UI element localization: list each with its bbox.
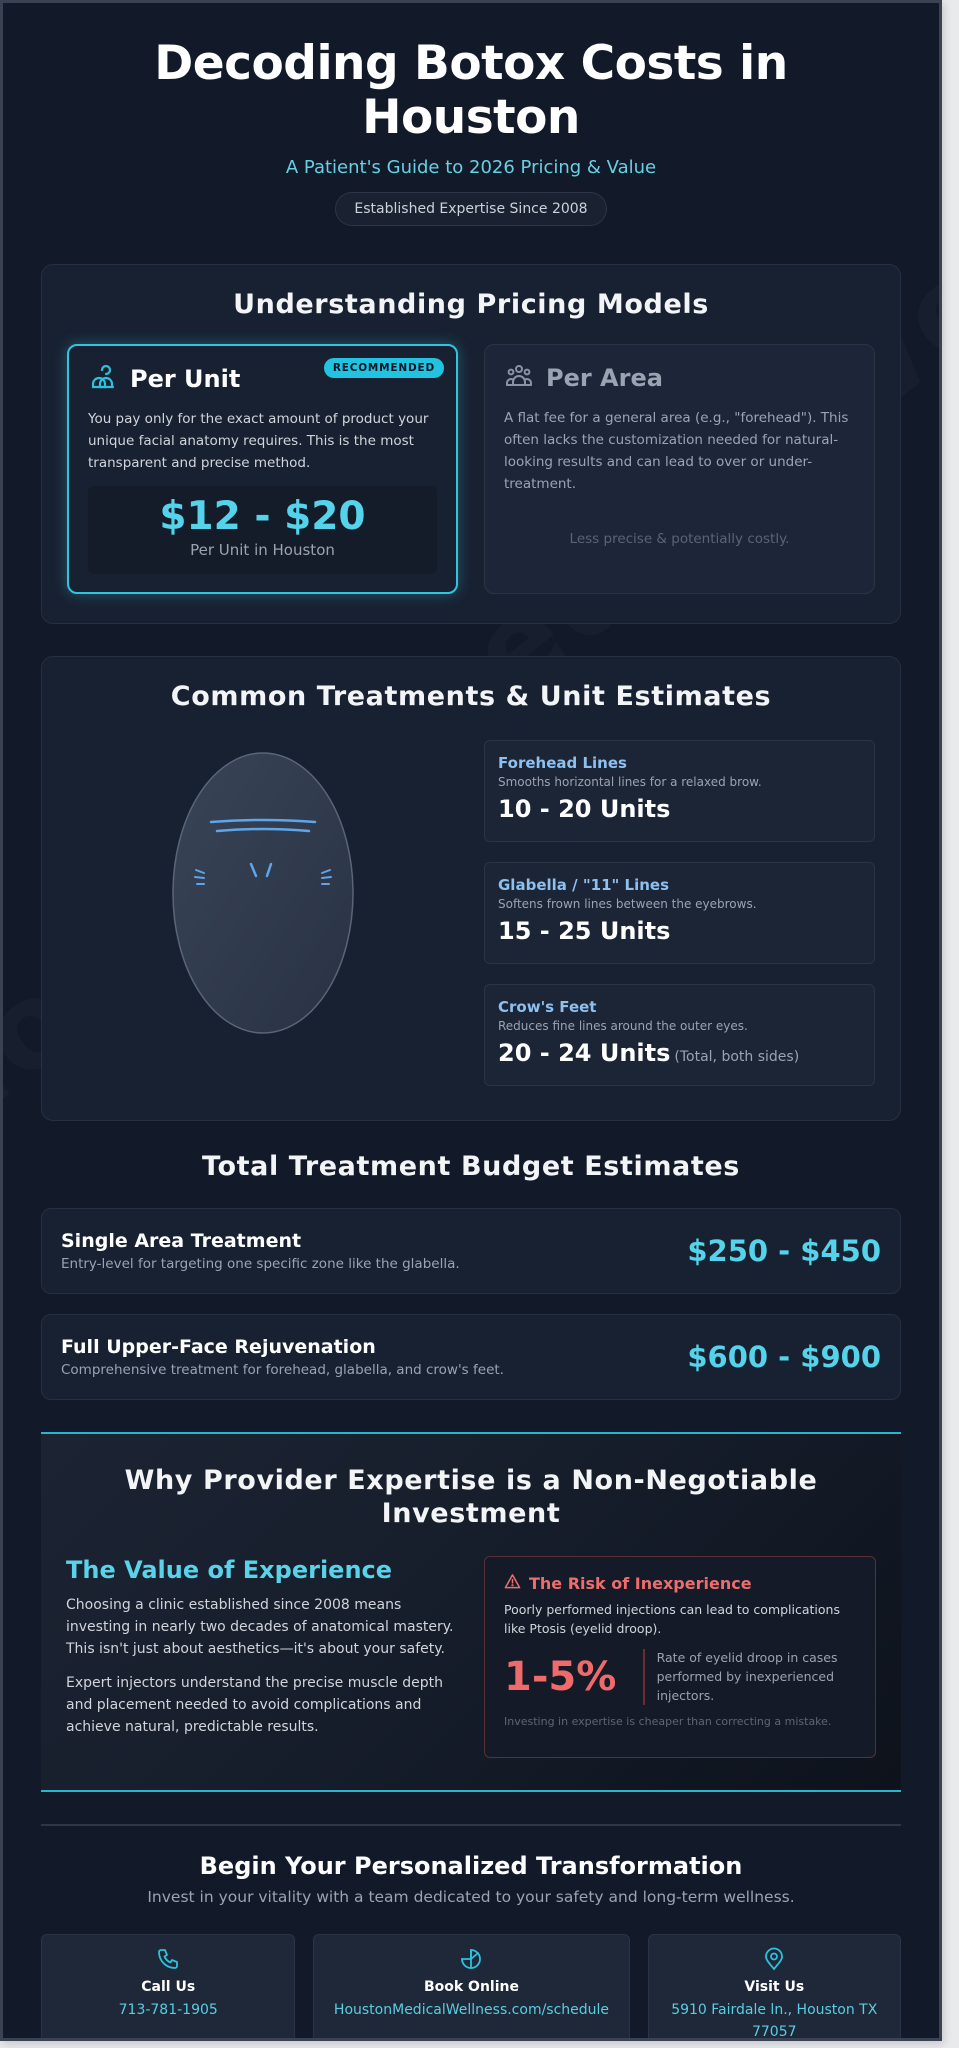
risk-stat-text: Rate of eyelid droop in cases performed … bbox=[656, 1650, 838, 1704]
budget-price: $250 - $450 bbox=[687, 1234, 881, 1269]
treatment-description: Smooths horizontal lines for a relaxed b… bbox=[498, 775, 762, 790]
budget-price: $600 - $900 bbox=[687, 1340, 881, 1375]
divider bbox=[41, 1824, 901, 1827]
model-description: A flat fee for a general area (e.g., "fo… bbox=[504, 410, 849, 493]
address-link[interactable]: 5910 Fairdale ln., Houston TX 77057 bbox=[671, 2002, 878, 2041]
pricing-models-section: Understanding Pricing Models RECOMMENDED bbox=[41, 264, 901, 625]
treatment-name: Crow's Feet bbox=[498, 998, 597, 1017]
treatment-units: 15 - 25 Units bbox=[498, 917, 861, 945]
units-note: (Total, both sides) bbox=[674, 1049, 800, 1066]
treatment-card: Glabella / "11" Lines Softens frown line… bbox=[484, 862, 875, 965]
units-value: 20 - 24 Units bbox=[498, 1039, 671, 1068]
budget-description: Entry-level for targeting one specific z… bbox=[61, 1256, 460, 1273]
cta-title: Begin Your Personalized Transformation bbox=[199, 1852, 743, 1881]
infographic-page: houstonmedicalwellness.com Decoding Boto… bbox=[0, 0, 942, 2041]
cta-label: Visit Us bbox=[744, 1979, 805, 1996]
risk-description: Poorly performed injections can lead to … bbox=[504, 1602, 840, 1637]
group-icon bbox=[504, 361, 534, 395]
user-icon bbox=[88, 362, 118, 396]
risk-card: The Risk of Inexperience Poorly performe… bbox=[484, 1556, 876, 1759]
section-title: Common Treatments & Unit Estimates bbox=[170, 681, 772, 713]
units-value: 15 - 25 Units bbox=[498, 917, 671, 946]
units-value: 10 - 20 Units bbox=[498, 795, 671, 824]
risk-percentage: 1-5% bbox=[504, 1653, 617, 1700]
treatments-section: Common Treatments & Unit Estimates bbox=[41, 656, 901, 1122]
model-description: You pay only for the exact amount of pro… bbox=[88, 411, 429, 472]
treatment-units: 20 - 24 Units (Total, both sides) bbox=[498, 1039, 861, 1067]
expertise-section: Why Provider Expertise is a Non-Negotiab… bbox=[41, 1432, 901, 1793]
budget-title: Total Treatment Budget Estimates bbox=[202, 1151, 740, 1183]
calendar-icon bbox=[459, 1949, 483, 1975]
visit-us-card[interactable]: Visit Us 5910 Fairdale ln., Houston TX 7… bbox=[647, 1934, 901, 2041]
per-area-note: Less precise & potentially costly. bbox=[569, 531, 790, 548]
per-unit-price: $12 - $20 bbox=[159, 494, 366, 540]
phone-icon bbox=[156, 1949, 180, 1975]
model-name: Per Area bbox=[546, 364, 663, 393]
booking-link[interactable]: HoustonMedicalWellness.com/schedule bbox=[333, 2002, 610, 2019]
book-online-card[interactable]: Book Online HoustonMedicalWellness.com/s… bbox=[313, 1934, 630, 2038]
cta-label: Book Online bbox=[423, 1979, 519, 1996]
price-box: $12 - $20 Per Unit in Houston bbox=[88, 486, 437, 575]
phone-number-link[interactable]: 713-781-1905 bbox=[118, 2002, 218, 2019]
page-subtitle: A Patient's Guide to 2026 Pricing & Valu… bbox=[285, 157, 657, 179]
warning-icon bbox=[504, 1573, 521, 1594]
model-name: Per Unit bbox=[130, 365, 241, 394]
treatment-name: Forehead Lines bbox=[498, 754, 627, 773]
treatment-card: Forehead Lines Smooths horizontal lines … bbox=[484, 740, 875, 843]
budget-name: Single Area Treatment bbox=[61, 1230, 302, 1253]
call-us-card[interactable]: Call Us 713-781-1905 bbox=[41, 1934, 296, 2038]
treatment-description: Reduces fine lines around the outer eyes… bbox=[498, 1019, 748, 1034]
page-title: Decoding Botox Costs in Houston bbox=[154, 36, 788, 146]
section-title: Why Provider Expertise is a Non-Negotiab… bbox=[124, 1465, 818, 1530]
per-unit-card: RECOMMENDED Per Unit You pay onl bbox=[67, 344, 458, 595]
risk-divider bbox=[642, 1648, 645, 1705]
budget-list: Single Area Treatment Entry-level for ta… bbox=[41, 1208, 901, 1401]
header: Decoding Botox Costs in Houston A Patien… bbox=[41, 3, 901, 227]
budget-row: Single Area Treatment Entry-level for ta… bbox=[41, 1208, 901, 1295]
value-heading: The Value of Experience bbox=[66, 1556, 393, 1585]
established-badge: Established Expertise Since 2008 bbox=[335, 192, 607, 227]
cta-subtitle: Invest in your vitality with a team dedi… bbox=[147, 1888, 795, 1907]
section-title: Understanding Pricing Models bbox=[233, 289, 709, 321]
recommended-badge: RECOMMENDED bbox=[323, 358, 444, 379]
treatment-card: Crow's Feet Reduces fine lines around th… bbox=[484, 984, 875, 1087]
risk-heading: The Risk of Inexperience bbox=[529, 1574, 752, 1594]
cta-label: Call Us bbox=[141, 1979, 196, 1996]
budget-row: Full Upper-Face Rejuvenation Comprehensi… bbox=[41, 1314, 901, 1401]
budget-description: Comprehensive treatment for forehead, gl… bbox=[61, 1362, 504, 1379]
face-illustration bbox=[171, 752, 354, 1034]
price-label: Per Unit in Houston bbox=[190, 540, 335, 559]
risk-footnote: Investing in expertise is cheaper than c… bbox=[504, 1715, 832, 1729]
per-area-card: Per Area A flat fee for a general area (… bbox=[484, 344, 875, 595]
face-diagram bbox=[67, 740, 458, 1086]
treatment-name: Glabella / "11" Lines bbox=[498, 876, 670, 895]
treatment-units: 10 - 20 Units bbox=[498, 795, 861, 823]
map-pin-icon bbox=[762, 1947, 786, 1975]
treatment-description: Softens frown lines between the eyebrows… bbox=[498, 897, 757, 912]
budget-name: Full Upper-Face Rejuvenation bbox=[61, 1336, 376, 1359]
value-paragraph: Choosing a clinic established since 2008… bbox=[66, 1597, 454, 1658]
value-paragraph: Expert injectors understand the precise … bbox=[66, 1675, 443, 1736]
value-of-experience: The Value of Experience Choosing a clini… bbox=[66, 1556, 464, 1758]
